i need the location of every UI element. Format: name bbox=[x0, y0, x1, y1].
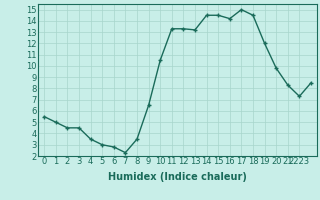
X-axis label: Humidex (Indice chaleur): Humidex (Indice chaleur) bbox=[108, 172, 247, 182]
